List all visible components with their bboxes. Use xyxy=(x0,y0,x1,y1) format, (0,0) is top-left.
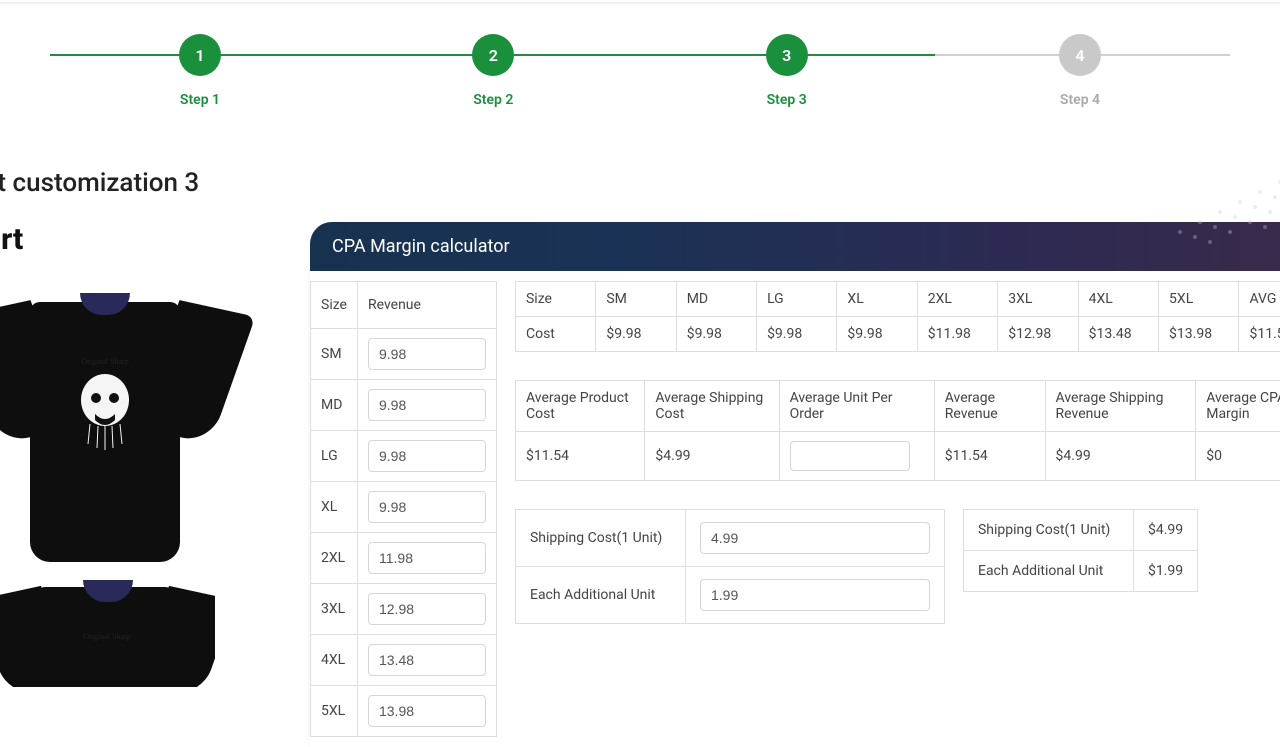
revenue-input-xl[interactable] xyxy=(368,491,486,523)
revenue-input-3xl[interactable] xyxy=(368,593,486,625)
size-label: MD xyxy=(311,380,358,431)
avg-value: $11.54 xyxy=(515,432,644,481)
cost-cell: $12.98 xyxy=(998,317,1078,352)
step-circle: 3 xyxy=(766,34,808,76)
size-label: 3XL xyxy=(311,584,358,635)
shipping-unit-label: Shipping Cost(1 Unit) xyxy=(515,510,685,567)
size-col: 5XL xyxy=(1159,282,1239,317)
averages-table: Average Product Cost Average Shipping Co… xyxy=(515,380,1280,481)
revenue-input-sm[interactable] xyxy=(368,338,486,370)
page-title: oduct customization 3 xyxy=(0,168,1280,198)
cost-cell: $9.98 xyxy=(676,317,756,352)
size-col: XL xyxy=(837,282,917,317)
shipping-input-box: Shipping Cost(1 Unit) Each Additional Un… xyxy=(515,509,945,624)
revenue-input-4xl[interactable] xyxy=(368,644,486,676)
avg-value: $0 xyxy=(1196,432,1280,481)
size-label: XL xyxy=(311,482,358,533)
shipping-unit-label: Shipping Cost(1 Unit) xyxy=(963,510,1133,551)
avg-value: $4.99 xyxy=(1045,432,1196,481)
avg-header: Average Shipping Cost xyxy=(645,381,779,432)
size-label: 2XL xyxy=(311,533,358,584)
step-circle: 1 xyxy=(179,34,221,76)
cost-cell: $13.98 xyxy=(1159,317,1239,352)
row-label-cost: Cost xyxy=(515,317,595,352)
cost-cell: $9.98 xyxy=(837,317,917,352)
size-col: 2XL xyxy=(917,282,997,317)
size-col: 4XL xyxy=(1078,282,1158,317)
step-1[interactable]: 1 Step 1 xyxy=(170,34,230,108)
avg-header: Average Unit Per Order xyxy=(779,381,934,432)
step-label: Step 1 xyxy=(180,92,220,108)
size-col: SM xyxy=(596,282,676,317)
size-label: 5XL xyxy=(311,686,358,737)
panel-title: CPA Margin calculator xyxy=(310,222,1280,271)
avg-header: Average Shipping Revenue xyxy=(1045,381,1196,432)
size-col: LG xyxy=(757,282,837,317)
step-circle: 4 xyxy=(1059,34,1101,76)
tshirt-front-image: Original Sharp xyxy=(0,287,235,567)
col-revenue: Revenue xyxy=(357,282,496,329)
cost-cell: $9.98 xyxy=(757,317,837,352)
size-col: AVG xyxy=(1239,282,1280,317)
shipping-add-input[interactable] xyxy=(700,579,930,611)
shipping-unit-value: $4.99 xyxy=(1133,510,1197,551)
shipping-unit-input[interactable] xyxy=(700,522,930,554)
revenue-input-md[interactable] xyxy=(368,389,486,421)
avg-header: Average Revenue xyxy=(934,381,1045,432)
step-4[interactable]: 4 Step 4 xyxy=(1050,34,1110,108)
cost-cell: $9.98 xyxy=(596,317,676,352)
cost-cell: $11.54 xyxy=(1239,317,1280,352)
shipping-readonly-box: Shipping Cost(1 Unit) $4.99 Each Additio… xyxy=(963,509,1198,624)
size-col: MD xyxy=(676,282,756,317)
size-label: SM xyxy=(311,329,358,380)
shipping-add-label: Each Additional Unit xyxy=(963,551,1133,592)
product-preview: T-Shirt Original Sharp xyxy=(0,222,270,747)
step-2[interactable]: 2 Step 2 xyxy=(463,34,523,108)
step-label: Step 2 xyxy=(473,92,513,108)
step-3[interactable]: 3 Step 3 xyxy=(757,34,817,108)
size-label: LG xyxy=(311,431,358,482)
product-name: T-Shirt xyxy=(0,222,270,257)
shipping-add-label: Each Additional Unit xyxy=(515,567,685,624)
revenue-table: Size Revenue SM MD LG XL 2XL 3XL 4XL xyxy=(310,281,497,737)
avg-header: Average CPA Margin xyxy=(1196,381,1280,432)
cost-cell: $11.98 xyxy=(917,317,997,352)
shipping-add-value: $1.99 xyxy=(1133,551,1197,592)
row-label-size: Size xyxy=(515,282,595,317)
stepper: 1 Step 1 2 Step 2 3 Step 3 4 Step 4 xyxy=(50,34,1230,114)
step-label: Step 3 xyxy=(767,92,807,108)
size-cost-table: Size SM MD LG XL 2XL 3XL 4XL 5XL AVG Cos… xyxy=(515,281,1280,352)
avg-header: Average Product Cost xyxy=(515,381,644,432)
revenue-input-5xl[interactable] xyxy=(368,695,486,727)
cpa-calculator-panel: CPA Margin calculator Size Revenue SM MD… xyxy=(310,222,1280,747)
avg-unit-per-order-input[interactable] xyxy=(790,441,910,471)
step-circle: 2 xyxy=(472,34,514,76)
revenue-input-lg[interactable] xyxy=(368,440,486,472)
avg-value: $11.54 xyxy=(934,432,1045,481)
revenue-input-2xl[interactable] xyxy=(368,542,486,574)
col-size: Size xyxy=(311,282,358,329)
avg-value: $4.99 xyxy=(645,432,779,481)
size-col: 3XL xyxy=(998,282,1078,317)
cost-cell: $13.48 xyxy=(1078,317,1158,352)
step-label: Step 4 xyxy=(1060,92,1100,108)
size-label: 4XL xyxy=(311,635,358,686)
tshirt-back-image: Original Sharp xyxy=(0,577,215,687)
